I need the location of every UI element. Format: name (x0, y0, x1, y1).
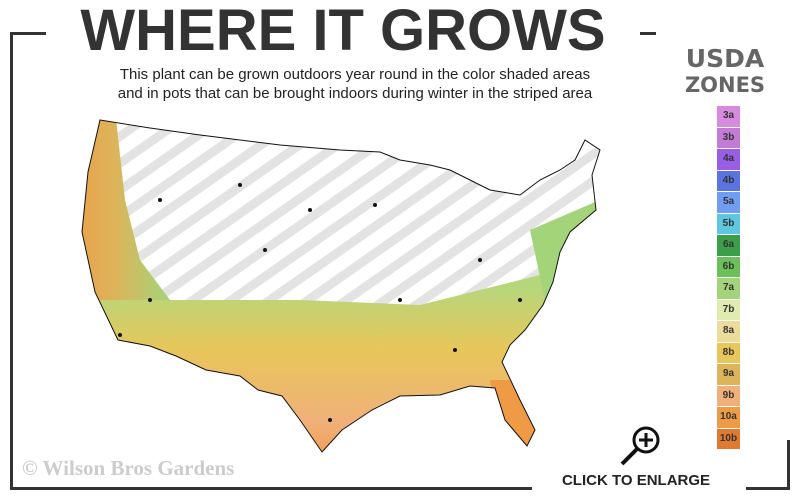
legend-zone-4b: 4b (717, 170, 740, 191)
frame-border (746, 487, 790, 490)
legend-zone-5a: 5a (717, 192, 740, 213)
legend-zone-6b: 6b (717, 256, 740, 277)
copyright-watermark: © Wilson Bros Gardens (22, 456, 235, 480)
legend-zone-5b: 5b (717, 213, 740, 234)
legend-zone-4a: 4a (717, 149, 740, 170)
legend-zone-9a: 9a (717, 364, 740, 385)
frame-border (787, 440, 790, 490)
legend-zone-7a: 7a (717, 278, 740, 299)
legend-title: USDA ZONES (670, 46, 780, 98)
magnifier-plus-icon[interactable] (618, 424, 664, 468)
legend-zone-7b: 7b (717, 299, 740, 320)
frame-border (10, 487, 532, 490)
legend-zone-3a: 3a (717, 106, 740, 127)
map-regions (82, 120, 600, 452)
legend-zone-8a: 8a (717, 321, 740, 342)
page-title: WHERE IT GROWS (80, 0, 606, 63)
frame-border (10, 32, 46, 35)
legend-zone-10a: 10a (717, 407, 740, 428)
legend-zone-6a: 6a (717, 235, 740, 256)
subtitle-line: This plant can be grown outdoors year ro… (119, 66, 591, 83)
legend-zone-3b: 3b (717, 127, 740, 148)
zone-legend: 3a 3b 4a 4b 5a 5b 6a 6b 7a 7b 8a 8b 9a 9b 10a 10b (717, 106, 740, 450)
state-capital-dots (118, 183, 522, 422)
click-to-enlarge-button[interactable]: CLICK TO ENLARGE (561, 472, 711, 489)
subtitle: This plant can be grown outdoors year ro… (40, 65, 670, 103)
legend-title-line: USDA (685, 44, 765, 73)
legend-zone-9b: 9b (717, 385, 740, 406)
legend-title-line: ZONES (684, 73, 766, 97)
frame-border (10, 32, 13, 490)
frame-border (640, 32, 656, 35)
subtitle-line: and in pots that can be brought indoors … (117, 85, 593, 102)
legend-zone-10b: 10b (717, 428, 740, 449)
legend-zone-8b: 8b (717, 342, 740, 363)
